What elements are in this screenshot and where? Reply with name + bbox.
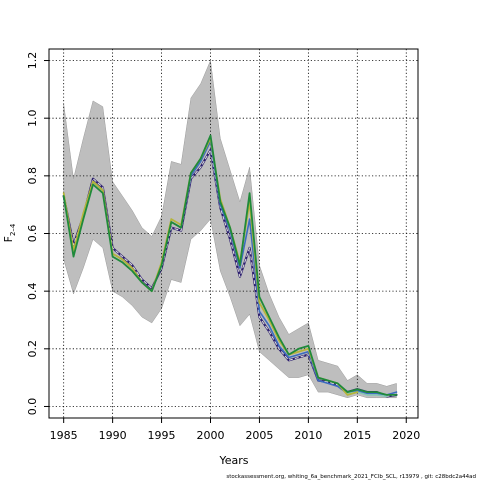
series-line (62, 134, 398, 396)
y-tick-label: 0.0 (26, 398, 39, 416)
y-tick-label: 0.2 (26, 340, 39, 358)
y-tick-label: 0.6 (26, 225, 39, 243)
y-tick-label: 1.0 (26, 109, 39, 127)
y-tick-label: 0.8 (26, 167, 39, 185)
gridlines (49, 49, 418, 418)
series-lines (62, 134, 398, 398)
x-tick-label: 2015 (343, 429, 371, 442)
x-tick-label: 2020 (392, 429, 420, 442)
x-tick-label: 1995 (148, 429, 176, 442)
x-axis-title: Years (218, 454, 248, 467)
footer-caption: stockassessment.org, whiting_6a_benchmar… (226, 474, 476, 480)
y-axis-title-main: F (2, 236, 15, 242)
x-axis: 1985 1990 1995 2000 2005 2010 2015 2020 (50, 418, 420, 442)
x-tick-label: 1985 (50, 429, 78, 442)
x-tick-label: 2010 (294, 429, 322, 442)
x-tick-label: 2005 (245, 429, 273, 442)
series-line (63, 149, 397, 397)
y-tick-label: 0.4 (26, 282, 39, 300)
x-tick-label: 2000 (196, 429, 224, 442)
x-tick-label: 1990 (99, 429, 127, 442)
y-axis-title-subscript: 2–4 (9, 223, 17, 236)
y-axis: 0.0 0.2 0.4 0.6 0.8 1.0 1.2 (26, 52, 49, 416)
y-axis-title: F2–4 (2, 223, 17, 242)
y-tick-label: 1.2 (26, 52, 39, 70)
